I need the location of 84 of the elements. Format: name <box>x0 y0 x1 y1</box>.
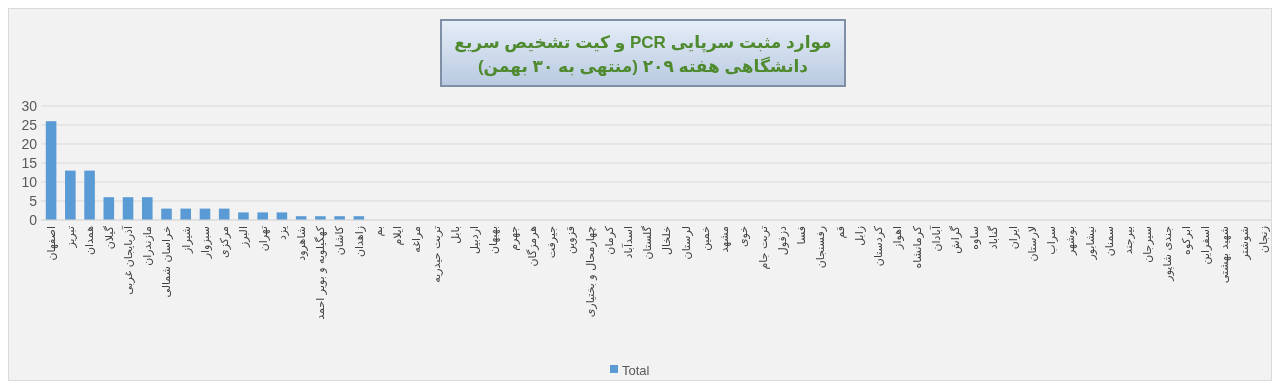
x-tick-label: تبریز <box>64 226 78 249</box>
bar <box>84 170 95 220</box>
x-tick-label: خراسان شمالی <box>160 226 174 298</box>
bar <box>103 197 115 220</box>
x-tick-label: تربت جام <box>756 226 770 270</box>
x-tick-label: جهرم <box>506 226 520 251</box>
y-tick-label: 5 <box>29 192 38 209</box>
x-tick-label: بم <box>371 226 385 237</box>
x-tick-label: یزد <box>275 226 289 241</box>
bar <box>65 170 76 220</box>
x-tick-label: جندی شاپور <box>1160 226 1174 282</box>
x-tick-label: مشهد <box>718 225 732 253</box>
x-tick-label: ساوه <box>968 226 982 250</box>
x-tick-label: اهواز <box>891 226 905 250</box>
x-tick-label: تربت حیدریه <box>429 226 443 283</box>
x-tick-label: زاهدان <box>352 226 366 258</box>
y-tick-label: 20 <box>21 135 38 152</box>
x-tick-label: کرمان <box>602 225 616 255</box>
x-tick-label: کاشان <box>333 225 347 256</box>
x-tick-label: جیرفت <box>545 226 559 259</box>
x-tick-label: ابرکوه <box>1179 226 1193 255</box>
x-tick-label: البرز <box>237 226 251 249</box>
x-tick-label: بابل <box>448 226 462 244</box>
bar <box>180 208 192 220</box>
bar <box>161 208 172 220</box>
x-tick-label: کرمانشاه <box>910 225 924 269</box>
x-tick-label: ایران <box>1006 226 1020 250</box>
x-tick-label: کردستان <box>872 225 886 267</box>
x-tick-label: رفسنجان <box>814 226 828 269</box>
x-tick-label: اسدآباد <box>621 226 635 259</box>
x-tick-label: نیشابور <box>1083 226 1097 261</box>
x-tick-label: تهران <box>256 226 270 252</box>
x-tick-label: چهارمحال و بختیاری <box>583 226 597 318</box>
x-tick-label: اردبیل <box>468 226 482 254</box>
x-tick-label: گلستان <box>641 225 655 260</box>
chart-title: موارد مثبت سرپایی PCR و کیت تشخیص سریع دانشگاهی هفته ۲۰۹ (منتهی به ۳۰ بهمن) <box>454 33 832 77</box>
x-tick-label: لارستان <box>1025 226 1039 262</box>
x-tick-label: هرمزگان <box>525 225 539 267</box>
x-tick-label: خلخال <box>660 226 674 255</box>
x-tick-label: دزفول <box>775 225 789 256</box>
x-tick-label: مرکزی <box>218 225 232 258</box>
x-tick-label: خمین <box>698 226 712 251</box>
y-tick-label: 15 <box>21 154 38 171</box>
bar <box>122 197 134 220</box>
x-tick-label: مازندران <box>141 225 155 266</box>
x-tick-label: لرستان <box>679 226 693 260</box>
x-tick-label: مراغه <box>410 225 424 253</box>
x-tick-label: همدان <box>83 225 97 256</box>
x-tick-label: سراب <box>1045 226 1059 255</box>
bar <box>257 212 268 220</box>
x-tick-label: اصفهان <box>44 226 58 261</box>
y-tick-label: 25 <box>21 116 38 133</box>
x-tick-label: گراش <box>948 225 962 254</box>
x-tick-label: بوشهر <box>1064 226 1078 257</box>
x-tick-label: شهید بهشتی <box>1218 226 1232 284</box>
legend-label: Total <box>622 362 650 378</box>
bar <box>141 197 153 220</box>
x-tick-label: سبزوار <box>198 226 212 260</box>
y-tick-label: 30 <box>21 97 38 114</box>
x-tick-label: فسا <box>795 226 809 245</box>
x-tick-label: قم <box>833 226 847 239</box>
x-tick-label: سمنان <box>1102 226 1116 257</box>
x-tick-label: شیراز <box>179 226 193 254</box>
x-tick-label: شوشتر <box>1237 226 1251 261</box>
x-tick-label: گیلان <box>102 225 116 250</box>
x-tick-label: قزوین <box>564 226 578 255</box>
x-tick-label: کهگیلویه و بویر احمد <box>314 225 328 320</box>
x-tick-label: گناباد <box>987 225 1001 250</box>
x-tick-label: شاهرود <box>295 226 308 261</box>
bar <box>238 212 249 220</box>
x-tick-label: اسفراین <box>1199 226 1213 265</box>
bar <box>218 208 230 220</box>
bar <box>45 121 57 220</box>
x-tick-label: آذربایجان غربی <box>120 225 135 295</box>
x-tick-label: ایلام <box>391 226 405 246</box>
x-tick-label: خوی <box>737 226 751 248</box>
x-tick-label: بهبهان <box>487 226 501 254</box>
x-tick-label: آبادان <box>928 225 943 252</box>
x-tick-label: زنجان <box>1256 226 1270 253</box>
x-tick-label: بیرجند <box>1122 226 1136 255</box>
x-tick-label: سیرجان <box>1141 226 1155 263</box>
y-tick-label: 10 <box>21 173 38 190</box>
y-tick-label: 0 <box>29 211 38 228</box>
x-tick-label: زابل <box>852 226 866 246</box>
